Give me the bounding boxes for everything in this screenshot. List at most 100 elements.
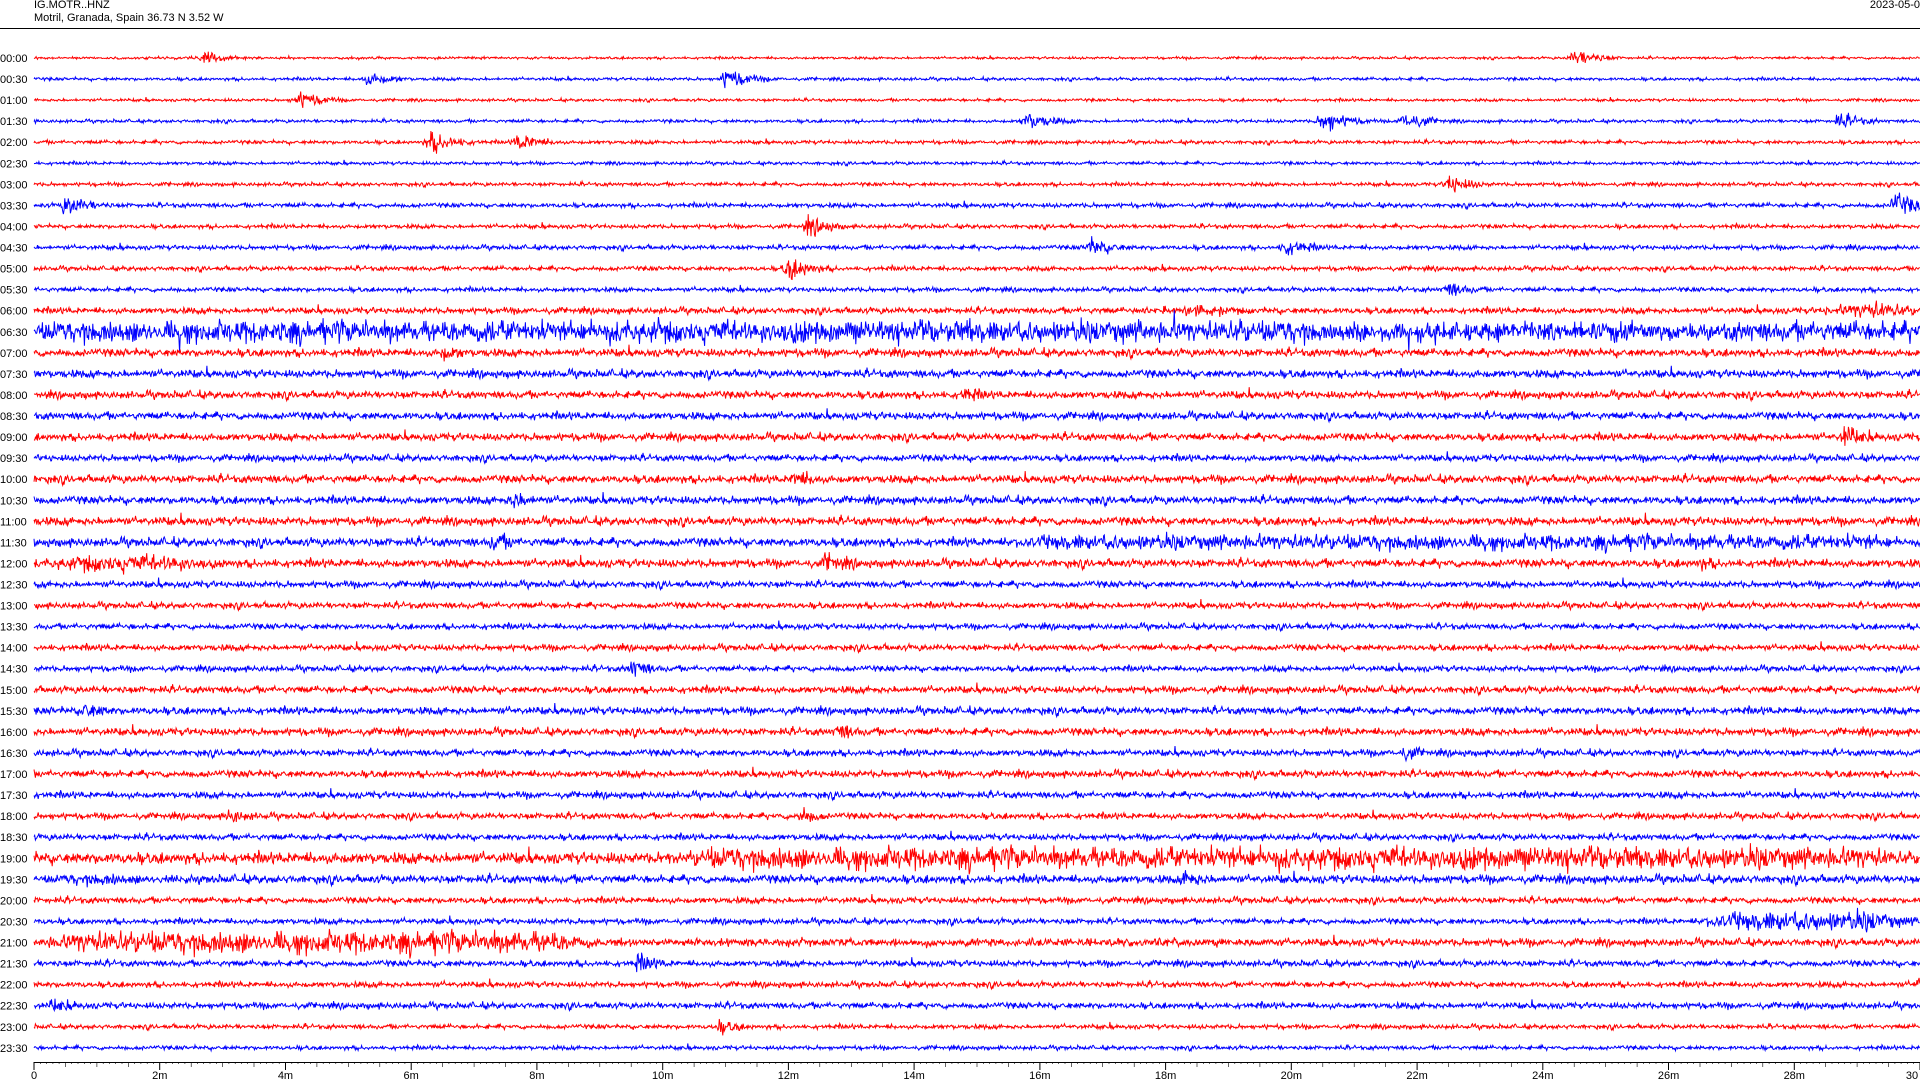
trace-0330 (33, 192, 1920, 215)
x-tick-label: 18m (1155, 1070, 1176, 1080)
trace-1200 (33, 552, 1920, 575)
trace-1430 (33, 661, 1920, 677)
x-axis: 0 2m 4m 6m 8m 10m 12m 14m 16m 18m 20m 22m 24m 26m 28m 3… (31, 1062, 1920, 1080)
row-label: 20:00 (0, 895, 28, 907)
station-location: Motril, Granada, Spain 36.73 N 3.52 W (34, 12, 224, 24)
trace-0400 (33, 214, 1920, 237)
row-label: 10:00 (0, 474, 28, 486)
row-label: 12:30 (0, 580, 28, 592)
row-label: 10:30 (0, 495, 28, 507)
row-label: 06:30 (0, 327, 28, 339)
row-label: 20:30 (0, 916, 28, 928)
trace-0430 (33, 236, 1920, 256)
row-label: 02:00 (0, 137, 28, 149)
row-label: 06:00 (0, 306, 28, 318)
row-label: 13:00 (0, 601, 28, 613)
row-label: 00:30 (0, 74, 28, 86)
trace-0730 (33, 365, 1920, 382)
row-label: 18:00 (0, 811, 28, 823)
trace-0600 (33, 300, 1920, 318)
trace-0030 (33, 71, 1920, 89)
row-label-group: 00:00 00:30 01:00 01:30 02:00 02:30 03:00 03:30… (0, 53, 28, 1055)
trace-1400 (33, 641, 1920, 654)
row-label: 17:00 (0, 769, 28, 781)
x-tick-label: 6m (404, 1070, 419, 1080)
trace-2000 (33, 893, 1920, 907)
row-label: 13:30 (0, 622, 28, 634)
row-label: 16:30 (0, 748, 28, 760)
x-tick-label: 12m (778, 1070, 799, 1080)
x-tick-label: 28m (1784, 1070, 1805, 1080)
row-label: 11:00 (0, 516, 27, 528)
row-label: 22:00 (0, 980, 28, 992)
row-label: 08:30 (0, 411, 28, 423)
x-tick-label: 26m (1658, 1070, 1679, 1080)
x-tick-label: 0 (31, 1070, 37, 1080)
trace-1500 (33, 682, 1920, 697)
row-label: 09:00 (0, 432, 28, 444)
row-label: 19:00 (0, 853, 28, 865)
trace-2100 (33, 928, 1920, 959)
row-label: 21:30 (0, 959, 28, 971)
trace-0800 (33, 387, 1920, 403)
trace-0230 (33, 159, 1920, 168)
trace-0700 (33, 344, 1920, 362)
row-label: 08:00 (0, 390, 28, 402)
x-tick-label: 2m (152, 1070, 167, 1080)
row-label: 23:00 (0, 1022, 28, 1034)
trace-1300 (33, 599, 1920, 612)
x-tick-label: 16m (1029, 1070, 1050, 1080)
trace-2130 (33, 952, 1920, 973)
row-label: 23:30 (0, 1043, 28, 1055)
trace-1100 (33, 512, 1920, 528)
trace-group (33, 51, 1920, 1053)
trace-0130 (33, 112, 1920, 132)
trace-0200 (33, 130, 1920, 154)
row-label: 19:30 (0, 874, 28, 886)
x-tick-label: 8m (529, 1070, 544, 1080)
row-label: 05:00 (0, 264, 28, 276)
row-label: 14:00 (0, 643, 28, 655)
row-label: 01:30 (0, 116, 28, 128)
trace-0830 (33, 408, 1920, 424)
x-tick-label: 20m (1281, 1070, 1302, 1080)
trace-2300 (33, 1018, 1920, 1036)
trace-1630 (33, 745, 1920, 763)
trace-1930 (33, 870, 1920, 888)
row-label: 22:30 (0, 1001, 28, 1013)
trace-1030 (33, 492, 1920, 509)
row-label: 01:00 (0, 95, 28, 107)
row-label: 04:00 (0, 221, 28, 233)
row-label: 04:30 (0, 243, 28, 255)
row-label: 11:30 (0, 537, 27, 549)
x-tick-label: 24m (1532, 1070, 1553, 1080)
x-tick-label: 14m (903, 1070, 924, 1080)
row-label: 17:30 (0, 790, 28, 802)
row-label: 15:00 (0, 685, 28, 697)
trace-1530 (33, 703, 1920, 719)
row-label: 09:30 (0, 453, 28, 465)
trace-1230 (33, 577, 1920, 592)
row-label: 15:30 (0, 706, 28, 718)
row-label: 12:00 (0, 558, 28, 570)
row-label: 14:30 (0, 664, 28, 676)
trace-1600 (33, 724, 1920, 740)
trace-0900 (33, 426, 1920, 446)
trace-1830 (33, 830, 1920, 844)
trace-1330 (33, 620, 1920, 633)
trace-0930 (33, 451, 1920, 465)
row-label: 07:30 (0, 369, 28, 381)
x-tick-label: 10m (652, 1070, 673, 1080)
row-label: 18:30 (0, 832, 28, 844)
row-label: 21:00 (0, 938, 28, 950)
row-label: 02:30 (0, 158, 28, 170)
trace-0000 (33, 51, 1920, 64)
station-code: IG.MOTR..HNZ (34, 0, 110, 11)
x-tick-label: 4m (278, 1070, 293, 1080)
trace-2030 (33, 907, 1920, 933)
trace-0500 (33, 259, 1920, 281)
trace-2330 (33, 1043, 1920, 1053)
trace-1730 (33, 788, 1920, 802)
trace-0300 (33, 175, 1920, 193)
